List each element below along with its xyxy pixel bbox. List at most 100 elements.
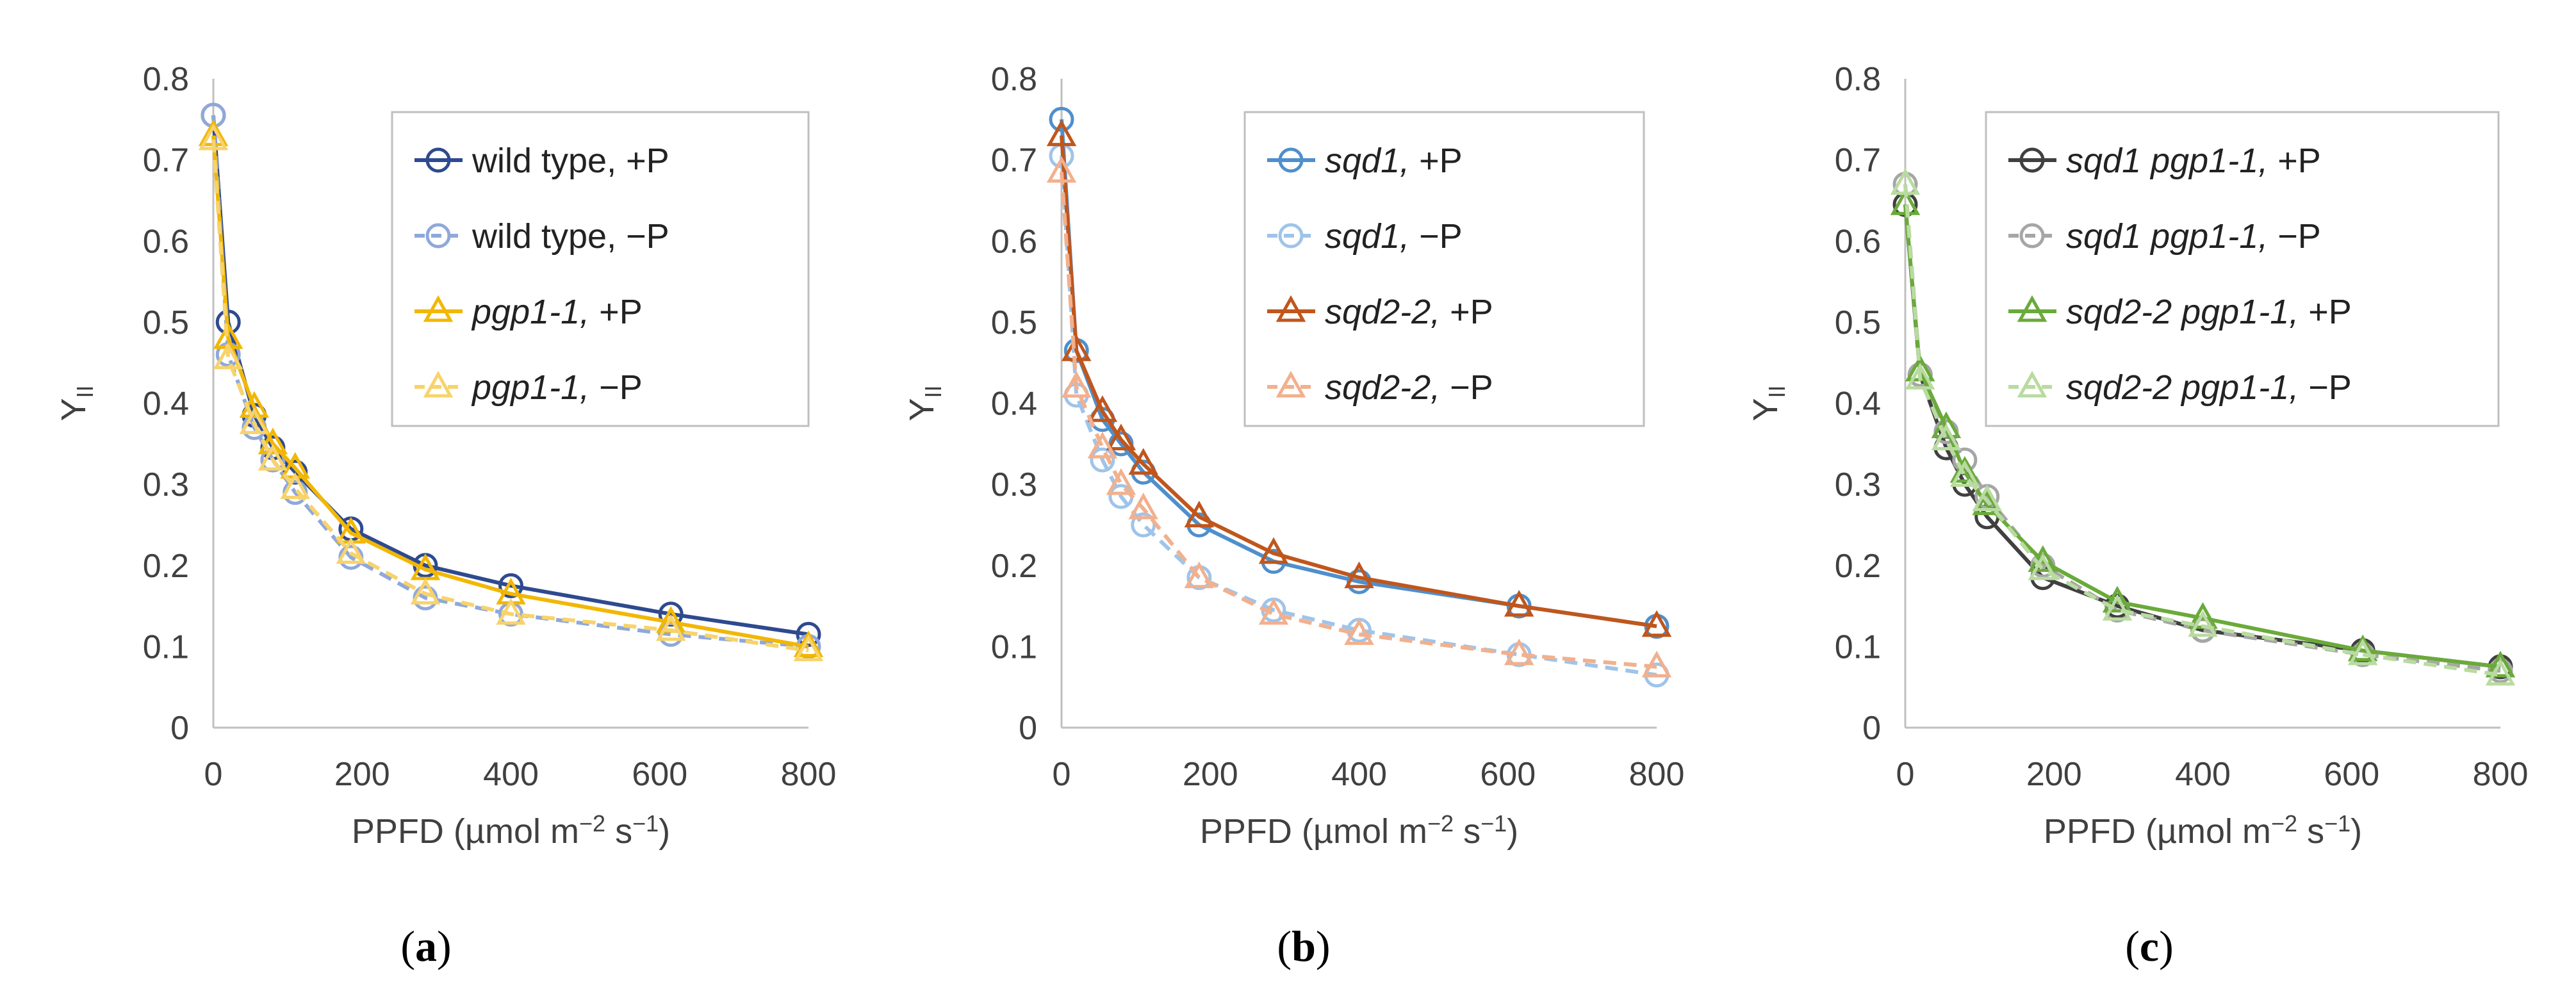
x-tick-label: 400 <box>1331 756 1387 793</box>
y-tick-label: 0 <box>1862 710 1881 747</box>
data-point <box>1949 460 1980 487</box>
data-point <box>1106 423 1136 450</box>
series-line <box>1903 184 2501 677</box>
y-tick-label: 0.1 <box>991 628 1037 666</box>
legend-marker <box>423 370 454 398</box>
legend-marker <box>2019 147 2045 173</box>
x-tick-label: 800 <box>781 756 837 793</box>
data-point <box>2347 638 2378 666</box>
y-tick-label: 0.8 <box>143 61 189 98</box>
y-tick-label: 0.3 <box>1835 466 1881 503</box>
series-line <box>211 135 809 649</box>
chart-panel-b: 0 0.1 0.2 0.3 0.4 0.5 0.6 0.7 0.8 0 200 400 600 800 PP… <box>903 61 1684 970</box>
data-point <box>1641 610 1672 637</box>
data-point <box>1931 423 1962 450</box>
series-line <box>1060 135 1657 628</box>
legend: sqd1 pgp1-1, +P sqd1 pgp1-1, −P sqd2-2 pgp… <box>1985 111 2500 427</box>
legend-label: sqd2-2, +P <box>1325 293 1493 331</box>
data-point <box>410 577 441 605</box>
y-axis-title: YII <box>1746 385 1790 421</box>
data-point <box>1504 589 1534 617</box>
data-point <box>1087 431 1118 459</box>
data-point <box>1046 119 1077 147</box>
data-point <box>1504 638 1534 666</box>
x-axis-title: PPFD (µmol m−2 s−1) <box>352 810 670 851</box>
y-tick-label: 0.6 <box>143 223 189 260</box>
y-tick-label: 0.8 <box>991 61 1037 98</box>
data-point <box>258 443 288 471</box>
data-point <box>336 537 366 564</box>
data-point <box>1905 363 1935 389</box>
x-axis-title: PPFD (µmol m−2 s−1) <box>2044 810 2362 851</box>
x-tick-label: 200 <box>1183 756 1238 793</box>
series-line <box>1060 156 1657 677</box>
x-tick-label: 400 <box>2175 756 2231 793</box>
data-point <box>1184 561 1215 589</box>
y-tick-label: 0.5 <box>991 304 1037 341</box>
legend-marker <box>425 223 451 249</box>
legend-label: sqd2-2, −P <box>1325 368 1493 407</box>
x-tick-label: 0 <box>1896 756 1915 793</box>
y-axis-title: YII <box>54 385 98 421</box>
x-tick-label: 800 <box>1629 756 1685 793</box>
data-point <box>213 342 243 370</box>
chart-panel-a: 0 0.1 0.2 0.3 0.4 0.5 0.6 0.7 0.8 0 200 400 600 800 PP… <box>54 61 836 970</box>
x-tick-label: 600 <box>632 756 687 793</box>
legend-marker <box>1278 223 1304 249</box>
x-axis-title: PPFD (µmol m−2 s−1) <box>1200 810 1518 851</box>
data-point <box>1641 650 1672 678</box>
data-point <box>198 123 229 151</box>
data-point <box>1344 561 1374 589</box>
data-point <box>280 472 310 499</box>
y-tick-label: 0.7 <box>991 142 1037 179</box>
data-point <box>2347 634 2378 662</box>
x-tick-label: 600 <box>2324 756 2379 793</box>
series-3 <box>1890 168 2516 686</box>
legend-label: pgp1-1, +P <box>471 293 643 331</box>
legend-marker <box>1278 147 1304 173</box>
y-tick-label: 0.1 <box>1835 628 1881 666</box>
data-point <box>2485 650 2516 678</box>
y-tick-label: 0.6 <box>991 223 1037 260</box>
data-point <box>1061 371 1092 398</box>
y-tick-label: 0.7 <box>1835 142 1881 179</box>
data-point <box>1890 188 1921 215</box>
y-tick-label: 0.2 <box>1835 548 1881 585</box>
data-point <box>793 634 824 662</box>
legend-label: sqd1, +P <box>1325 142 1463 180</box>
legend-marker <box>2017 295 2047 322</box>
y-tick-label: 0 <box>170 710 189 747</box>
legend-label: sqd1, −P <box>1325 217 1463 256</box>
legend-marker <box>2019 223 2045 249</box>
legend-label: wild type, +P <box>472 142 669 180</box>
y-tick-label: 0.4 <box>991 386 1037 423</box>
legend-marker <box>423 295 454 322</box>
y-tick-label: 0.3 <box>991 466 1037 503</box>
data-point <box>1090 447 1115 473</box>
x-tick-label: 200 <box>2026 756 2082 793</box>
y-tick-label: 0.4 <box>143 386 189 423</box>
data-point <box>793 630 824 657</box>
data-point <box>2102 585 2133 613</box>
panel-label: (a) <box>400 922 451 970</box>
data-point <box>2028 553 2058 580</box>
x-tick-label: 0 <box>1053 756 1071 793</box>
data-point <box>239 407 270 434</box>
y-tick-label: 0.1 <box>143 628 189 666</box>
panel-label: (c) <box>2125 922 2174 970</box>
data-point <box>498 573 523 598</box>
data-point <box>1106 468 1136 495</box>
y-tick-label: 0.5 <box>143 304 189 341</box>
y-tick-label: 0.2 <box>991 548 1037 585</box>
y-tick-label: 0.4 <box>1835 386 1881 423</box>
data-point <box>2188 610 2218 637</box>
legend-marker <box>425 147 451 173</box>
legend-label: sqd2-2 pgp1-1, −P <box>2066 368 2352 407</box>
y-tick-label: 0.2 <box>143 548 189 585</box>
x-tick-label: 400 <box>483 756 539 793</box>
data-point <box>1128 448 1158 475</box>
data-point <box>258 427 288 455</box>
series-3 <box>1046 156 1672 678</box>
data-point <box>1344 618 1374 645</box>
y-tick-label: 0.6 <box>1835 223 1881 260</box>
